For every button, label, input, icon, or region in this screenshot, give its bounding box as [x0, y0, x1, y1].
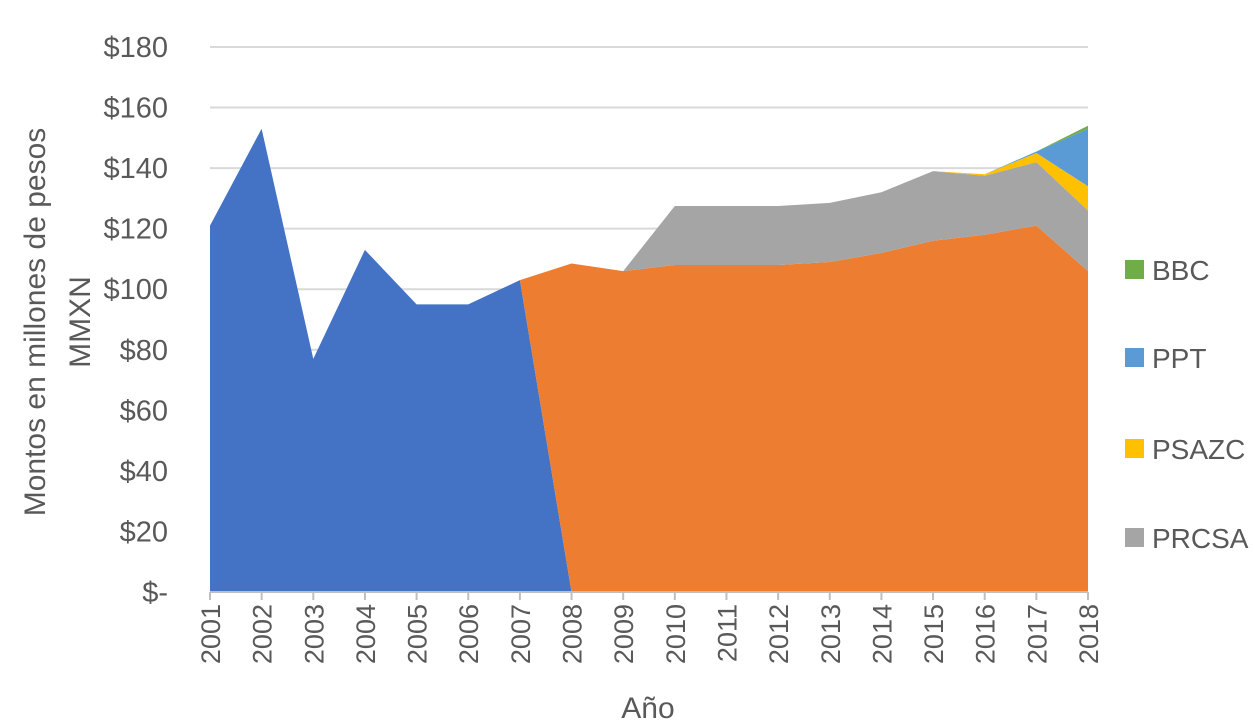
x-tick-label: 2005 [403, 604, 433, 664]
x-tick-label: 2017 [1022, 604, 1052, 664]
x-tick-label: 2001 [196, 604, 226, 664]
x-tick-label: 2015 [919, 604, 949, 664]
legend-label-bbc: BBC [1152, 255, 1210, 286]
x-axis-tick-labels: 2001 2002 2003 2004 2005 2006 2007 2008 2009 2010… [196, 604, 1104, 664]
x-tick-label: 2002 [248, 604, 278, 664]
y-tick-label: $80 [120, 335, 168, 367]
x-tick-label: 2007 [506, 604, 536, 664]
stacked-areas [210, 125, 1088, 593]
legend: BBC PPT PSAZC PRCSA [1125, 255, 1249, 554]
x-tick-label: 2008 [558, 604, 588, 664]
x-tick-label: 2010 [661, 604, 691, 664]
x-tick-label: 2013 [816, 604, 846, 664]
y-tick-label: $180 [103, 32, 168, 64]
legend-label-ppt: PPT [1152, 343, 1206, 374]
y-tick-label: $140 [103, 153, 168, 185]
y-tick-label: $- [142, 577, 168, 609]
x-tick-label: 2009 [609, 604, 639, 664]
x-tick-label: 2003 [299, 604, 329, 664]
y-axis-tick-labels: $- $20 $40 $60 $80 $100 $120 $140 $160 $180 [103, 32, 168, 609]
legend-label-prcsa: PRCSA [1152, 523, 1249, 554]
x-tick-label: 2016 [971, 604, 1001, 664]
x-tick-label: 2014 [867, 604, 897, 664]
y-axis-title-line-2: MMXN [64, 276, 97, 368]
legend-label-psazc: PSAZC [1152, 434, 1245, 465]
legend-swatch-prcsa [1125, 528, 1144, 547]
x-tick-label: 2004 [351, 604, 381, 664]
x-axis-title: Año [621, 692, 674, 721]
area-series-2 [210, 128, 1088, 593]
y-tick-label: $40 [120, 456, 168, 488]
legend-swatch-bbc [1125, 260, 1144, 279]
y-tick-label: $20 [120, 516, 168, 548]
x-tick-label: 2012 [764, 604, 794, 664]
area-prcsa [210, 128, 1088, 359]
y-tick-label: $100 [103, 274, 168, 306]
x-tick-label: 2011 [712, 604, 742, 662]
y-axis-title-line-1: Montos en millones de pesos [19, 128, 52, 517]
area-series-1 [210, 128, 1088, 593]
legend-swatch-ppt [1125, 348, 1144, 367]
x-tick-label: 2018 [1074, 604, 1104, 664]
y-tick-label: $60 [120, 395, 168, 427]
y-tick-label: $120 [103, 214, 168, 246]
y-tick-label: $160 [103, 93, 168, 125]
x-tick-label: 2006 [454, 604, 484, 664]
legend-swatch-psazc [1125, 439, 1144, 458]
x-axis [209, 591, 1089, 600]
